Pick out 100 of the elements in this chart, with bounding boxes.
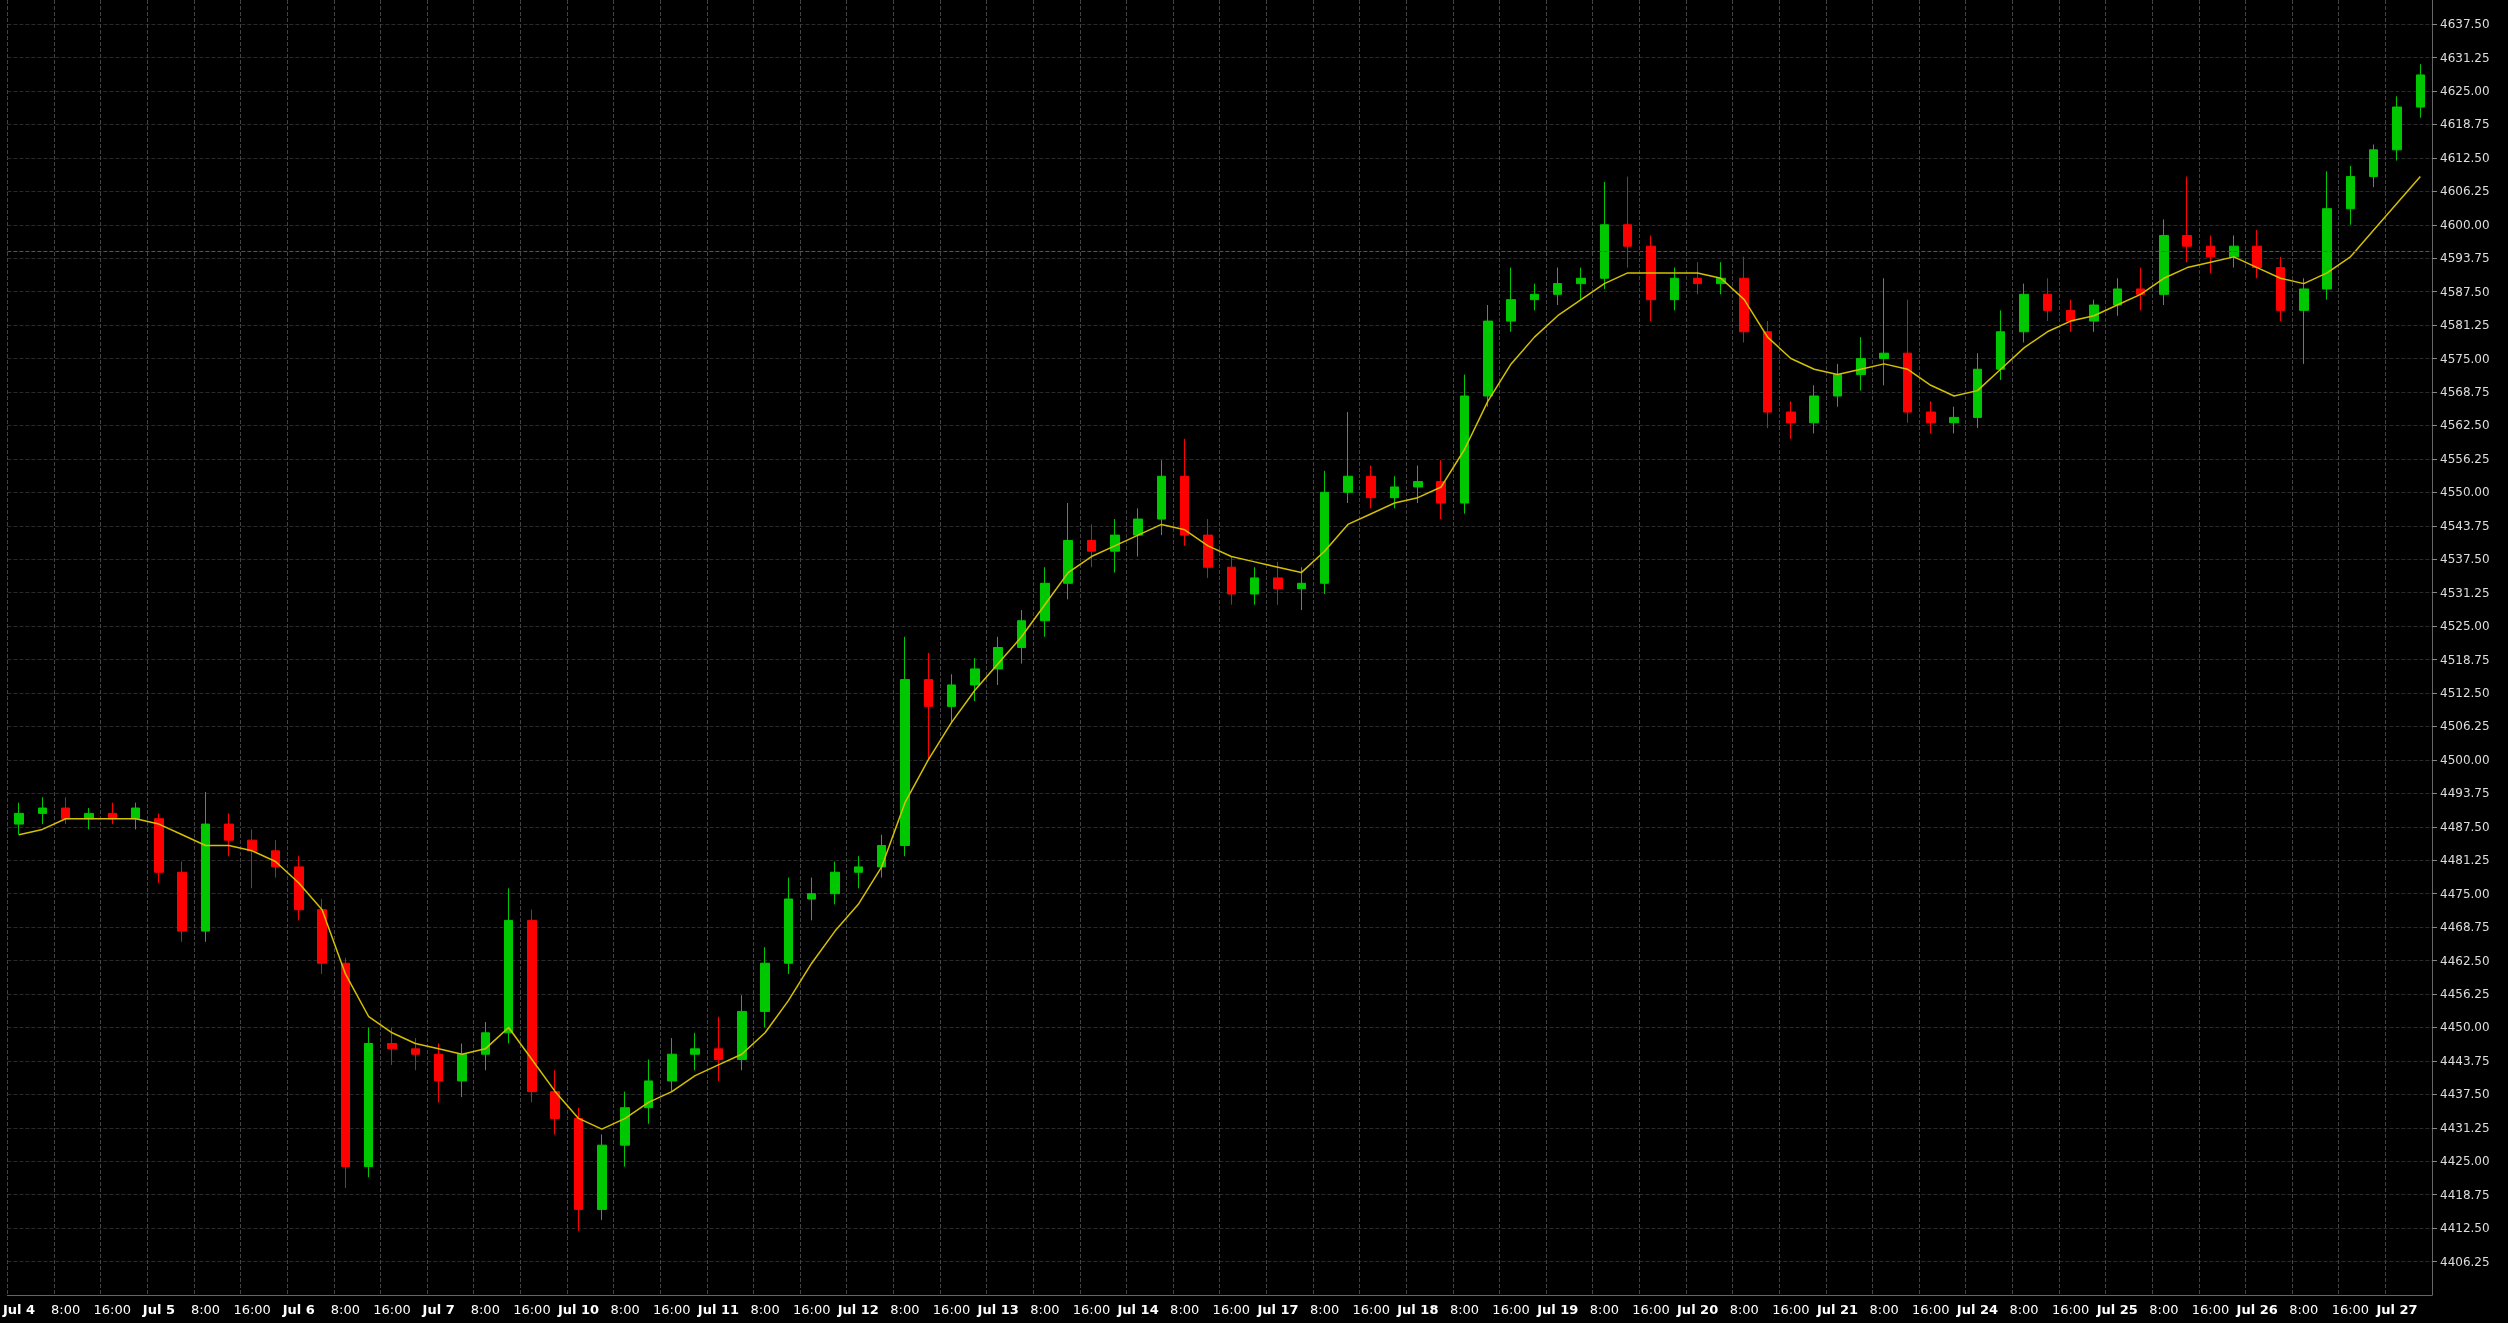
x-tick-label: 16:00 [513,1302,551,1317]
candlestick [457,1042,467,1098]
candlestick [14,802,24,836]
candlestick [1483,304,1493,408]
candlestick [2089,299,2099,333]
candlestick [1133,507,1143,558]
y-tick-label: 4431.25 [2440,1120,2490,1135]
x-tick-label: 16:00 [1352,1302,1390,1317]
x-tick-label: 16:00 [1632,1302,1670,1317]
x-tick-label: 16:00 [932,1302,971,1317]
x-tick-label: Jul 7 [421,1302,455,1317]
y-tick-label: 4531.25 [2440,585,2490,600]
candlestick [131,802,140,830]
x-tick-label: Jul 5 [141,1302,175,1317]
candlestick [177,861,187,943]
candlestick [830,861,840,905]
candlestick [61,796,70,825]
candlestick [364,1026,373,1178]
candlestick [854,855,863,889]
candlestick [1110,518,1120,574]
candlestick [1763,320,1772,429]
candlestick [2392,95,2402,162]
candlestick [1157,459,1166,536]
candlestick [1786,400,1796,440]
candlestick [1297,566,1306,611]
x-tick-label: 16:00 [2331,1302,2370,1317]
candlestick [1809,384,1819,434]
candlestick [1250,566,1259,606]
candlestick [434,1042,443,1103]
candlestick [411,1037,420,1071]
candlestick [2229,234,2239,269]
x-tick-label: 8:00 [1030,1302,1060,1317]
x-tick-label: Jul 19 [1536,1302,1579,1317]
candlestick [1926,400,1936,434]
x-tick-label: 8:00 [190,1302,221,1317]
y-tick-label: 4506.25 [2440,719,2490,734]
y-tick-label: 4637.50 [2440,17,2490,32]
y-tick-label: 4437.50 [2440,1087,2490,1102]
candlestick [1180,438,1189,547]
candlestick [877,834,886,879]
x-tick-label: Jul 10 [556,1302,600,1317]
y-tick-label: 4618.75 [2440,117,2490,132]
candlestick [737,994,747,1071]
y-tick-label: 4443.75 [2440,1053,2490,1068]
x-tick-label: 16:00 [1912,1302,1950,1317]
candlestick [1996,309,2005,381]
candlestick [154,812,164,884]
y-tick-label: 4425.00 [2440,1154,2490,1169]
candlestick [1973,352,1982,429]
x-tick-label: 8:00 [2009,1302,2039,1317]
x-tick-label: Jul 17 [1256,1302,1299,1317]
x-tick-label: 8:00 [2289,1302,2319,1317]
x-tick-label: Jul 27 [2375,1302,2418,1317]
candlestick [2182,176,2192,263]
candlestick [1833,363,1842,408]
candlestick [1530,283,1539,311]
x-tick-label: 16:00 [792,1302,831,1317]
candlestick [924,652,933,761]
y-tick-label: 4606.25 [2440,184,2490,199]
candlestick [947,673,956,723]
candlestick [714,1016,723,1082]
y-tick-label: 4500.00 [2440,752,2490,767]
candlestick [1390,475,1399,509]
candlestick [1087,523,1096,568]
candlestick [247,828,257,889]
candlestick [1227,556,1236,606]
candlestick [1949,406,1959,434]
x-tick-label: 8:00 [1309,1302,1340,1317]
y-tick-label: 4450.00 [2440,1020,2490,1035]
candlestick [1413,465,1423,504]
y-tick-label: 4581.25 [2440,318,2490,333]
x-tick-label: 8:00 [1589,1302,1619,1317]
candlestick [574,1107,583,1232]
candlestick [900,636,910,857]
x-tick-label: 8:00 [470,1302,500,1317]
candlestick [2206,234,2215,274]
x-tick-label: Jul 24 [1955,1302,1998,1317]
candlestick [341,957,350,1189]
candlestick [1739,256,1749,343]
x-tick-label: 8:00 [2149,1302,2179,1317]
candlestick [1017,609,1026,665]
candlestick [1576,267,1586,301]
candlestick [667,1037,677,1093]
candlestick [2276,256,2285,322]
y-tick-label: 4600.00 [2440,217,2490,232]
candlestick [2066,299,2075,333]
candlestick [1623,176,1632,269]
candlestick [2113,277,2122,317]
candlestick [620,1091,630,1168]
candlestick [1273,561,1283,606]
x-tick-label: 8:00 [1729,1302,1759,1317]
x-tick-label: Jul 4 [1,1302,36,1317]
x-tick-label: 8:00 [890,1302,920,1317]
x-tick-label: Jul 21 [1815,1302,1859,1317]
x-tick-label: 8:00 [1170,1302,1200,1317]
candlestick [970,657,980,702]
x-tick-label: Jul 25 [2095,1302,2138,1317]
candlestick [2019,283,2029,343]
x-tick-label: 8:00 [51,1302,81,1317]
candlestick [317,898,327,975]
